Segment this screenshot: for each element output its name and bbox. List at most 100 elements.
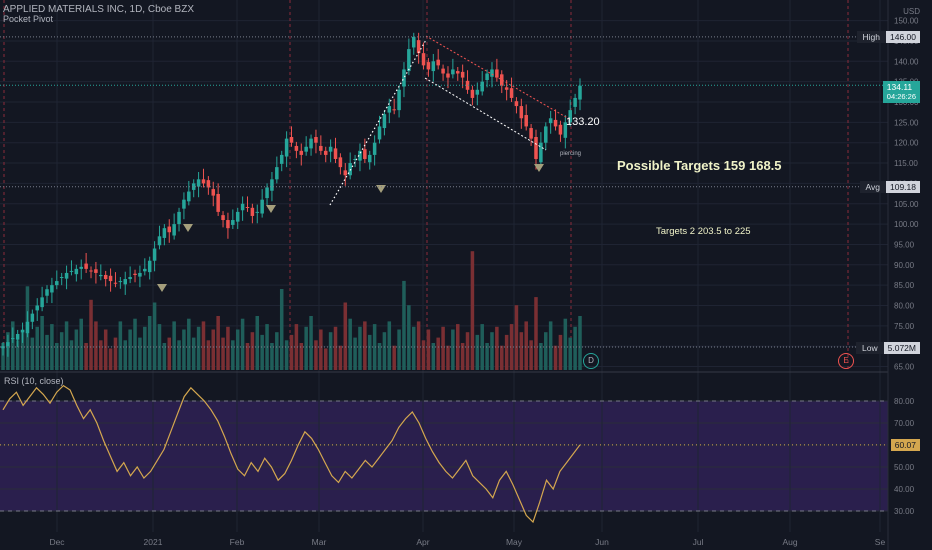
volume-bar bbox=[509, 324, 514, 370]
volume-bar bbox=[30, 337, 35, 370]
candle-body bbox=[289, 137, 294, 143]
countdown-value: 04:26:26 bbox=[886, 92, 916, 101]
volume-bar bbox=[416, 321, 421, 370]
volume-bar bbox=[475, 334, 480, 370]
candle-body bbox=[279, 154, 284, 164]
candle-body bbox=[524, 115, 528, 127]
volume-bar bbox=[284, 340, 289, 370]
candle-body bbox=[465, 80, 470, 90]
candle-body bbox=[431, 61, 436, 72]
volume-bar bbox=[191, 337, 196, 370]
volume-bar bbox=[539, 343, 543, 370]
volume-bar bbox=[343, 302, 348, 370]
volume-bar bbox=[372, 324, 377, 370]
volume-bar bbox=[182, 329, 186, 370]
volume-bar bbox=[353, 337, 357, 370]
candle-body bbox=[407, 49, 411, 72]
candle-body bbox=[495, 69, 499, 78]
high-value: 146.00 bbox=[886, 31, 920, 43]
candle-body bbox=[485, 73, 489, 81]
candle-body bbox=[534, 137, 538, 159]
volume-bar bbox=[167, 337, 172, 370]
candle-body bbox=[421, 53, 426, 66]
candle-body bbox=[152, 248, 157, 261]
candle-body bbox=[519, 106, 524, 119]
volume-bar bbox=[172, 321, 176, 370]
rsi-tick-label: 70.00 bbox=[894, 419, 915, 428]
candle-body bbox=[573, 97, 577, 107]
rsi-line bbox=[2, 384, 581, 524]
candle-body bbox=[353, 158, 357, 160]
y-tick-label: 120.00 bbox=[894, 139, 919, 148]
volume-bar bbox=[314, 340, 318, 370]
candle-body bbox=[372, 142, 377, 155]
y-tick-label: 140.00 bbox=[894, 57, 919, 66]
candle-body bbox=[500, 74, 504, 86]
chart-title: APPLIED MATERIALS INC, 1D, Cboe BZX bbox=[3, 4, 194, 15]
candle-body bbox=[157, 236, 162, 246]
volume-bar bbox=[294, 324, 299, 370]
indicator-label: Pocket Pivot bbox=[3, 14, 54, 24]
volume-bar bbox=[397, 329, 401, 370]
candle-body bbox=[402, 69, 406, 87]
volume-bar bbox=[1, 343, 5, 370]
volume-bar bbox=[143, 326, 147, 370]
y-tick-label: 75.00 bbox=[894, 322, 915, 331]
candle-body bbox=[490, 69, 494, 77]
volume-bar bbox=[221, 337, 225, 370]
volume-bar bbox=[426, 329, 431, 370]
volume-bar bbox=[299, 343, 304, 370]
avg-value: 109.18 bbox=[886, 181, 920, 193]
volume-bar bbox=[35, 326, 39, 370]
y-tick-label: 125.00 bbox=[894, 118, 919, 127]
candle-body bbox=[201, 179, 206, 184]
candle-body bbox=[172, 224, 176, 236]
candle-body bbox=[475, 89, 480, 95]
volume-bar bbox=[460, 343, 465, 370]
volume-bar bbox=[407, 305, 411, 370]
pocket-pivot-marker bbox=[534, 164, 544, 172]
candle-body bbox=[309, 138, 313, 149]
volume-bar bbox=[455, 324, 460, 370]
volume-bar bbox=[377, 343, 382, 370]
volume-bar bbox=[45, 334, 49, 370]
candle-body bbox=[539, 142, 543, 163]
low-value: 5.072M bbox=[883, 342, 920, 354]
candle-body bbox=[99, 274, 103, 277]
volume-bar bbox=[387, 321, 392, 370]
candle-body bbox=[544, 126, 548, 143]
resistance-annotation: 133.20 bbox=[566, 116, 600, 128]
earnings-marker[interactable]: E bbox=[838, 353, 854, 369]
candle-body bbox=[260, 199, 264, 214]
candle-body bbox=[15, 333, 20, 340]
candle-body bbox=[548, 118, 553, 124]
x-tick-label: Aug bbox=[782, 537, 797, 547]
candle-body bbox=[187, 191, 191, 202]
candle-body bbox=[235, 211, 240, 222]
volume-bar bbox=[177, 340, 181, 370]
candle-body bbox=[167, 226, 172, 233]
volume-bar bbox=[524, 321, 528, 370]
candle-body bbox=[50, 285, 54, 293]
volume-bar bbox=[446, 345, 450, 370]
volume-bar bbox=[490, 332, 494, 370]
volume-bar bbox=[15, 340, 20, 370]
volume-bar bbox=[338, 345, 343, 370]
candle-body bbox=[265, 187, 269, 199]
volume-bar bbox=[504, 334, 509, 370]
volume-bar bbox=[211, 329, 216, 370]
volume-bar bbox=[289, 334, 294, 370]
volume-bar bbox=[240, 318, 245, 370]
candle-body bbox=[118, 281, 123, 283]
candle-body bbox=[338, 157, 343, 168]
volume-bar bbox=[534, 297, 538, 370]
y-tick-label: 150.00 bbox=[894, 17, 919, 26]
candle-body bbox=[147, 260, 152, 273]
volume-bar bbox=[544, 332, 548, 370]
volume-bar bbox=[55, 343, 59, 370]
rsi-label: RSI (10, close) bbox=[4, 376, 64, 386]
candle-body bbox=[480, 81, 484, 92]
dividend-marker[interactable]: D bbox=[583, 353, 599, 369]
volume-bar bbox=[235, 329, 240, 370]
